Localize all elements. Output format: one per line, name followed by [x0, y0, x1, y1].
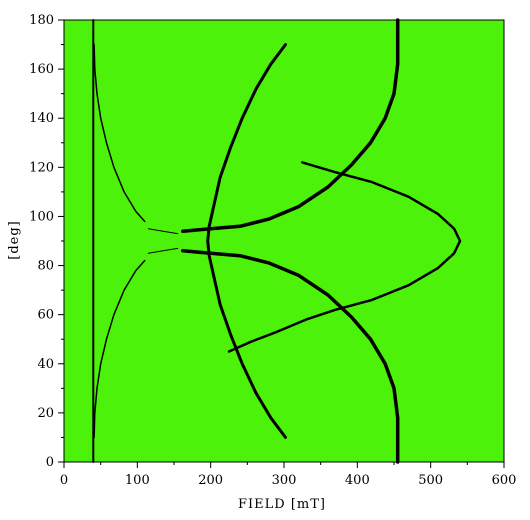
trace-2 [93, 259, 146, 439]
y-tick-label-2: 40 [37, 357, 54, 372]
plot-background [64, 20, 504, 462]
y-tick-label-6: 120 [29, 160, 54, 175]
x-tick-label-5: 500 [418, 473, 443, 488]
y-tick-label-1: 20 [37, 406, 54, 421]
y-tick-label-3: 60 [37, 308, 54, 323]
trace-8 [147, 247, 179, 254]
x-tick-label-4: 400 [345, 473, 370, 488]
trace-5 [181, 249, 400, 464]
y-tick-label-4: 80 [37, 259, 54, 274]
y-tick-label-8: 160 [29, 62, 54, 77]
x-axis-title: FIELD [mT] [238, 497, 326, 512]
x-tick-label-1: 100 [125, 473, 150, 488]
x-tick-label-6: 600 [492, 473, 517, 488]
trace-6 [227, 161, 462, 353]
x-tick-label-2: 200 [198, 473, 223, 488]
y-tick-label-0: 0 [46, 455, 54, 470]
y-axis-title: [deg] [7, 220, 22, 259]
axes: 0 100 200 300 400 500 600 0 20 40 60 80 100 120 140 160… [29, 13, 516, 488]
y-tick-label-5: 100 [29, 209, 54, 224]
x-tick-label-0: 0 [60, 473, 68, 488]
y-tick-label-9: 180 [29, 13, 54, 28]
plot-area [64, 20, 504, 462]
trace-4 [181, 18, 400, 233]
y-tick-label-7: 140 [29, 111, 54, 126]
trace-7 [147, 228, 179, 235]
trace-group [92, 18, 462, 464]
trace-3 [206, 43, 287, 439]
x-tick-label-3: 300 [272, 473, 297, 488]
trace-1 [93, 43, 146, 223]
